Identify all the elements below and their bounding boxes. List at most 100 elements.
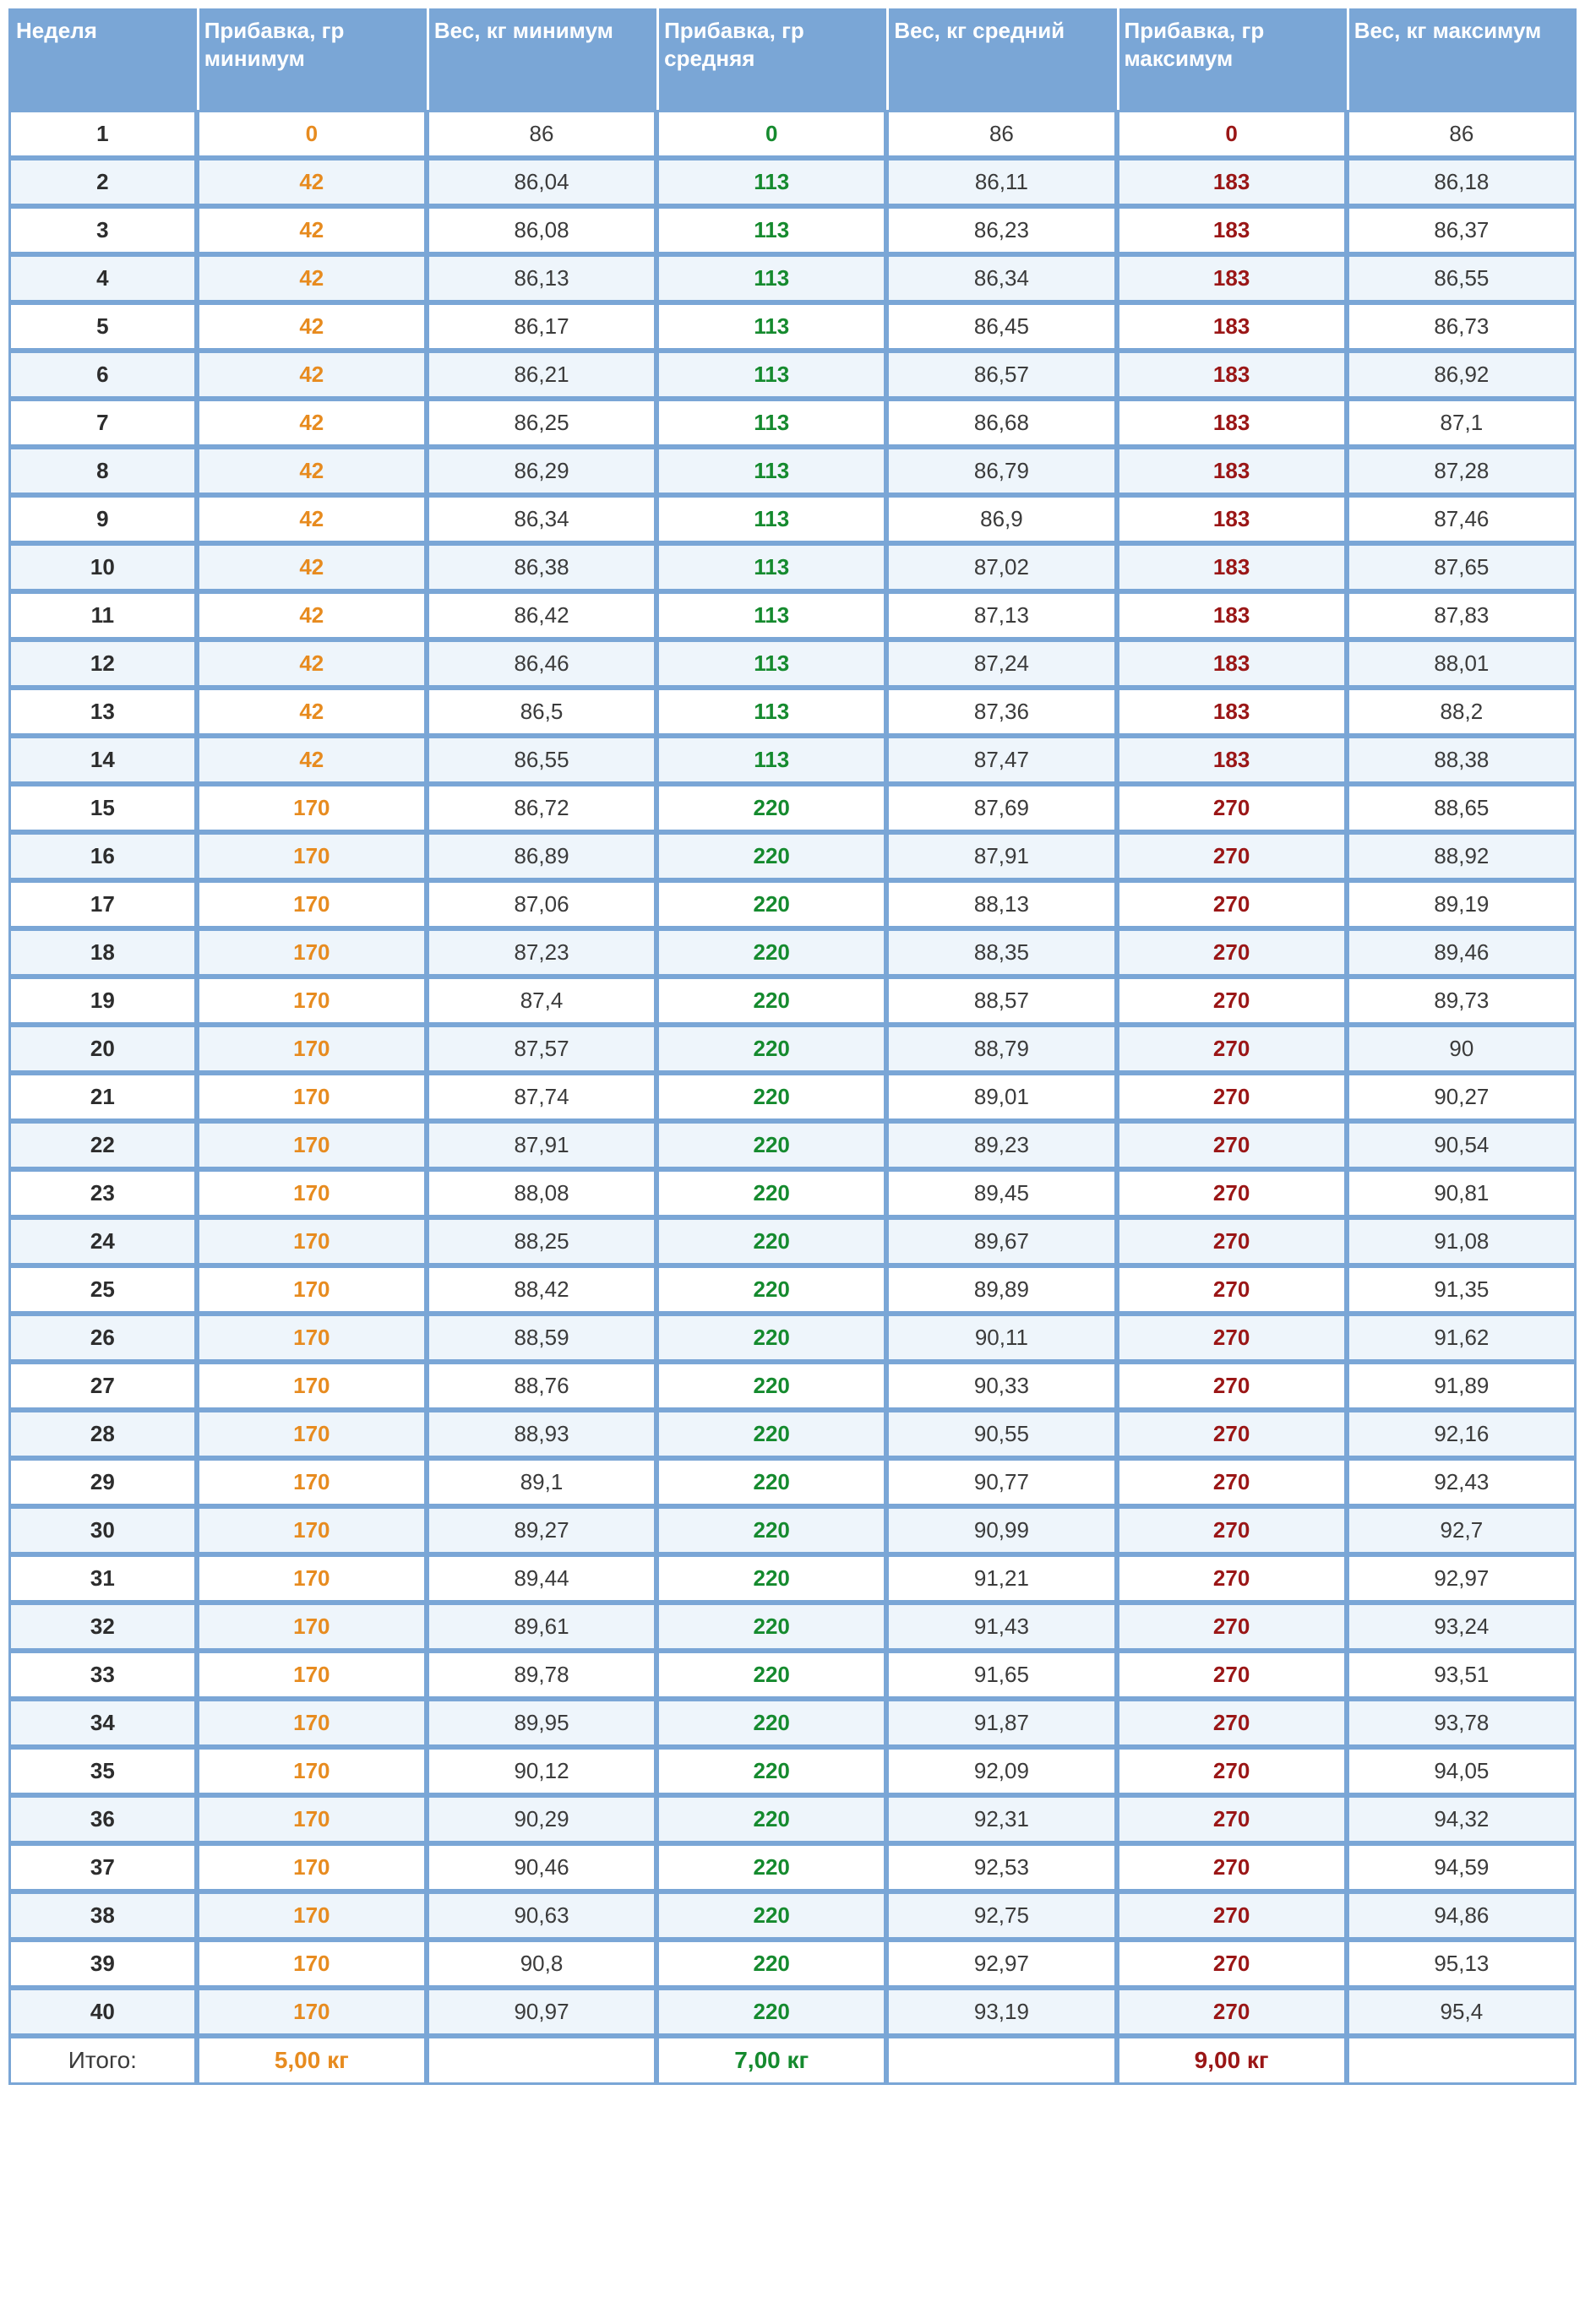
cell-weight-avg: 89,01: [886, 1073, 1116, 1121]
cell-weight-avg: 88,13: [886, 880, 1116, 928]
cell-gain-max: 270: [1117, 1410, 1347, 1458]
cell-gain-min: 0: [197, 110, 427, 158]
cell-gain-avg: 220: [656, 1940, 886, 1988]
cell-weight-max: 88,92: [1347, 832, 1577, 880]
cell-gain-min: 42: [197, 736, 427, 784]
cell-weight-max: 86: [1347, 110, 1577, 158]
table-row: 24286,0411386,1118386,18: [8, 158, 1577, 206]
cell-gain-min: 170: [197, 1314, 427, 1362]
cell-weight-avg: 90,11: [886, 1314, 1116, 1362]
cell-weight-avg: 86,11: [886, 158, 1116, 206]
cell-week: 8: [8, 447, 197, 495]
table-row: 124286,4611387,2418388,01: [8, 640, 1577, 688]
table-row: 34286,0811386,2318386,37: [8, 206, 1577, 254]
cell-gain-min: 42: [197, 495, 427, 543]
cell-weight-avg: 86,79: [886, 447, 1116, 495]
cell-gain-max: 270: [1117, 1169, 1347, 1217]
cell-week: 17: [8, 880, 197, 928]
cell-weight-min: 87,91: [427, 1121, 656, 1169]
cell-weight-max: 93,78: [1347, 1699, 1577, 1747]
cell-gain-avg: 113: [656, 543, 886, 591]
cell-week: 1: [8, 110, 197, 158]
table-row: 44286,1311386,3418386,55: [8, 254, 1577, 302]
table-row: 2217087,9122089,2327090,54: [8, 1121, 1577, 1169]
cell-gain-max: 270: [1117, 784, 1347, 832]
cell-week: 27: [8, 1362, 197, 1410]
cell-weight-max: 86,73: [1347, 302, 1577, 351]
cell-weight-max: 94,86: [1347, 1891, 1577, 1940]
cell-gain-min: 42: [197, 399, 427, 447]
table-row: 1617086,8922087,9127088,92: [8, 832, 1577, 880]
cell-weight-min: 86,13: [427, 254, 656, 302]
cell-weight-min: 86,25: [427, 399, 656, 447]
cell-gain-min: 170: [197, 832, 427, 880]
cell-weight-max: 92,97: [1347, 1554, 1577, 1603]
cell-weight-min: 86,42: [427, 591, 656, 640]
cell-gain-min: 170: [197, 1843, 427, 1891]
cell-weight-avg: 86,34: [886, 254, 1116, 302]
cell-weight-max: 89,46: [1347, 928, 1577, 977]
cell-gain-min: 42: [197, 254, 427, 302]
table-row: 2517088,4222089,8927091,35: [8, 1265, 1577, 1314]
table-header: Неделя Прибавка, гр минимум Вес, кг мини…: [8, 8, 1577, 110]
cell-gain-avg: 113: [656, 351, 886, 399]
cell-weight-max: 94,32: [1347, 1795, 1577, 1843]
cell-gain-max: 270: [1117, 1362, 1347, 1410]
table-row: 3617090,2922092,3127094,32: [8, 1795, 1577, 1843]
cell-weight-max: 87,28: [1347, 447, 1577, 495]
cell-gain-avg: 113: [656, 206, 886, 254]
table-row: 74286,2511386,6818387,1: [8, 399, 1577, 447]
cell-gain-avg: 113: [656, 736, 886, 784]
cell-week: 11: [8, 591, 197, 640]
cell-weight-max: 86,18: [1347, 158, 1577, 206]
cell-gain-avg: 220: [656, 928, 886, 977]
cell-weight-avg: 89,89: [886, 1265, 1116, 1314]
cell-gain-max: 270: [1117, 1747, 1347, 1795]
cell-gain-min: 170: [197, 1506, 427, 1554]
table-row: 94286,3411386,918387,46: [8, 495, 1577, 543]
cell-gain-avg: 113: [656, 254, 886, 302]
cell-weight-min: 90,63: [427, 1891, 656, 1940]
cell-gain-min: 42: [197, 206, 427, 254]
cell-weight-max: 88,2: [1347, 688, 1577, 736]
table-row: 2917089,122090,7727092,43: [8, 1458, 1577, 1506]
cell-weight-min: 90,29: [427, 1795, 656, 1843]
cell-weight-min: 89,78: [427, 1651, 656, 1699]
cell-gain-min: 42: [197, 447, 427, 495]
cell-gain-min: 170: [197, 1795, 427, 1843]
cell-gain-max: 183: [1117, 640, 1347, 688]
cell-gain-max: 183: [1117, 447, 1347, 495]
cell-gain-avg: 220: [656, 1362, 886, 1410]
footer-blank: [1347, 2036, 1577, 2085]
cell-weight-max: 93,24: [1347, 1603, 1577, 1651]
cell-gain-min: 170: [197, 1217, 427, 1265]
cell-gain-avg: 113: [656, 591, 886, 640]
cell-weight-avg: 92,31: [886, 1795, 1116, 1843]
cell-week: 34: [8, 1699, 197, 1747]
cell-weight-avg: 93,19: [886, 1988, 1116, 2036]
cell-gain-avg: 220: [656, 1121, 886, 1169]
cell-weight-min: 87,23: [427, 928, 656, 977]
cell-weight-max: 94,05: [1347, 1747, 1577, 1795]
cell-gain-min: 170: [197, 784, 427, 832]
footer-label: Итого:: [8, 2036, 197, 2085]
cell-weight-min: 87,57: [427, 1025, 656, 1073]
col-header-gain-avg: Прибавка, гр средняя: [656, 8, 886, 110]
cell-gain-avg: 0: [656, 110, 886, 158]
table-row: 3217089,6122091,4327093,24: [8, 1603, 1577, 1651]
cell-weight-max: 91,08: [1347, 1217, 1577, 1265]
cell-gain-max: 270: [1117, 1651, 1347, 1699]
cell-weight-avg: 87,91: [886, 832, 1116, 880]
table-row: 84286,2911386,7918387,28: [8, 447, 1577, 495]
cell-gain-min: 170: [197, 1747, 427, 1795]
cell-gain-max: 270: [1117, 1458, 1347, 1506]
table-row: 3917090,822092,9727095,13: [8, 1940, 1577, 1988]
cell-week: 37: [8, 1843, 197, 1891]
cell-week: 20: [8, 1025, 197, 1073]
cell-week: 26: [8, 1314, 197, 1362]
cell-gain-min: 42: [197, 302, 427, 351]
cell-gain-avg: 113: [656, 495, 886, 543]
cell-gain-max: 270: [1117, 1554, 1347, 1603]
cell-gain-avg: 220: [656, 1747, 886, 1795]
cell-weight-avg: 92,09: [886, 1747, 1116, 1795]
